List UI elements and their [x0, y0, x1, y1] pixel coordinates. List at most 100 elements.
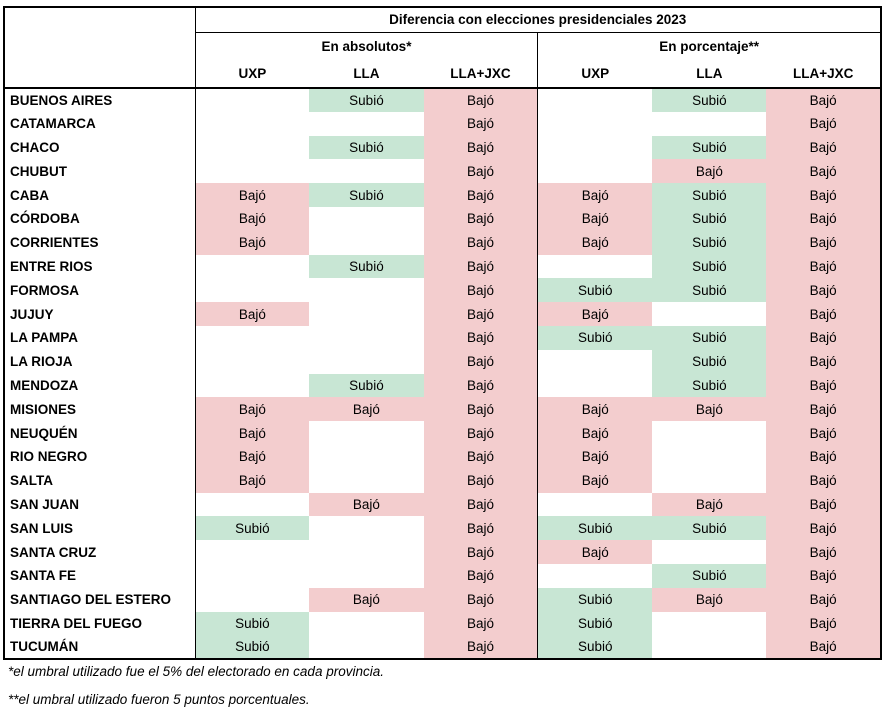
result-cell: Bajó: [766, 373, 881, 398]
result-cell: Bajó: [766, 635, 881, 660]
result-cell: [537, 373, 653, 398]
province-label: JUJUY: [4, 302, 196, 326]
province-label: CABA: [4, 183, 196, 207]
result-cell: [309, 635, 423, 659]
result-cell: Bajó: [423, 159, 538, 184]
result-cell: Bajó: [423, 635, 538, 660]
result-cell: Bajó: [537, 540, 653, 564]
province-label: SAN LUIS: [4, 516, 196, 541]
result-cell: Bajó: [766, 421, 881, 445]
result-cell: [309, 278, 423, 302]
result-cell: Bajó: [766, 563, 881, 588]
province-label: FORMOSA: [4, 278, 196, 303]
result-cell: Bajó: [652, 492, 767, 517]
province-label: LA RIOJA: [4, 349, 196, 374]
result-cell: [537, 254, 653, 279]
result-cell: [652, 469, 766, 493]
result-cell: Subió: [309, 183, 424, 207]
result-cell: [195, 540, 309, 564]
result-cell: [537, 563, 653, 588]
table-row: LA RIOJA Bajó Subió Bajó: [4, 349, 881, 374]
column-header-uxp-pct: UXP: [537, 60, 653, 89]
result-cell: Bajó: [195, 206, 310, 231]
result-cell: [309, 302, 423, 326]
table-row: TIERRA DEL FUEGO Subió Bajó Subió Bajó: [4, 611, 881, 636]
result-cell: Bajó: [537, 302, 653, 326]
result-cell: [195, 112, 309, 136]
result-cell: Bajó: [195, 302, 310, 326]
province-label: TUCUMÁN: [4, 635, 196, 660]
table-title: Diferencia con elecciones presidenciales…: [195, 7, 881, 33]
result-cell: [309, 350, 423, 374]
result-cell: [195, 255, 309, 279]
result-cell: Subió: [195, 516, 310, 541]
result-cell: Bajó: [423, 468, 538, 493]
column-header-uxp-abs: UXP: [195, 60, 310, 89]
result-cell: Subió: [652, 325, 767, 350]
result-cell: [309, 469, 423, 493]
column-header-llajxc-pct: LLA+JXC: [766, 60, 881, 89]
result-cell: Bajó: [423, 206, 538, 231]
table-row: FORMOSA Bajó Subió Subió Bajó: [4, 278, 881, 303]
province-label: ENTRE RIOS: [4, 254, 196, 279]
province-label: SANTA FE: [4, 563, 196, 588]
result-cell: [195, 326, 309, 350]
province-label: TIERRA DEL FUEGO: [4, 611, 196, 636]
table-row: MENDOZA Subió Bajó Subió Bajó: [4, 373, 881, 398]
result-cell: Bajó: [309, 397, 424, 422]
province-label: RIO NEGRO: [4, 444, 196, 469]
table-header: Diferencia con elecciones presidenciales…: [4, 7, 881, 89]
table-row: SANTA FE Bajó Subió Bajó: [4, 563, 881, 588]
result-cell: Subió: [195, 635, 310, 660]
table-row: SANTA CRUZ Bajó Bajó Bajó: [4, 540, 881, 564]
province-label: BUENOS AIRES: [4, 88, 196, 112]
province-label: SANTIAGO DEL ESTERO: [4, 587, 196, 612]
group-header-porcentaje: En porcentaje**: [537, 32, 881, 60]
province-label: MENDOZA: [4, 373, 196, 398]
table-row: LA PAMPA Bajó Subió Subió Bajó: [4, 325, 881, 350]
result-cell: Subió: [309, 254, 424, 279]
result-cell: Subió: [652, 373, 767, 398]
result-cell: [652, 612, 766, 636]
result-cell: Bajó: [423, 88, 538, 112]
result-cell: Bajó: [766, 397, 881, 422]
result-cell: Bajó: [766, 492, 881, 517]
result-cell: [537, 111, 653, 136]
table-row: CÓRDOBA Bajó Bajó Bajó Subió Bajó: [4, 206, 881, 231]
result-cell: Subió: [537, 635, 653, 660]
province-label: MISIONES: [4, 397, 196, 422]
footnote-absolutos: *el umbral utilizado fue el 5% del elect…: [8, 664, 384, 679]
results-table: Diferencia con elecciones presidenciales…: [3, 6, 882, 661]
result-cell: Bajó: [766, 587, 881, 612]
table-row: RIO NEGRO Bajó Bajó Bajó Bajó: [4, 444, 881, 469]
table-row: CABA Bajó Subió Bajó Bajó Subió Bajó: [4, 183, 881, 207]
province-label: NEUQUÉN: [4, 421, 196, 445]
result-cell: Subió: [652, 349, 767, 374]
province-label: SANTA CRUZ: [4, 540, 196, 564]
result-cell: [309, 112, 423, 136]
result-cell: [309, 540, 423, 564]
result-cell: Subió: [652, 135, 767, 160]
result-cell: Bajó: [423, 492, 538, 517]
result-cell: [652, 421, 766, 445]
table-row: MISIONES Bajó Bajó Bajó Bajó Bajó Bajó: [4, 397, 881, 422]
result-cell: Bajó: [423, 516, 538, 541]
result-cell: [309, 326, 423, 350]
result-cell: Bajó: [766, 206, 881, 231]
result-cell: Bajó: [766, 159, 881, 184]
result-cell: Bajó: [423, 611, 538, 636]
result-cell: Bajó: [423, 563, 538, 588]
column-header-lla-abs: LLA: [309, 60, 424, 89]
result-cell: Subió: [652, 254, 767, 279]
result-cell: Bajó: [423, 349, 538, 374]
result-cell: Bajó: [195, 397, 310, 422]
result-cell: [537, 135, 653, 160]
result-cell: Bajó: [766, 325, 881, 350]
result-cell: Bajó: [423, 254, 538, 279]
result-cell: Bajó: [537, 183, 653, 207]
result-cell: Bajó: [195, 468, 310, 493]
result-cell: Bajó: [766, 254, 881, 279]
result-cell: Bajó: [423, 183, 538, 207]
table-row: CHACO Subió Bajó Subió Bajó: [4, 135, 881, 160]
result-cell: Bajó: [766, 135, 881, 160]
